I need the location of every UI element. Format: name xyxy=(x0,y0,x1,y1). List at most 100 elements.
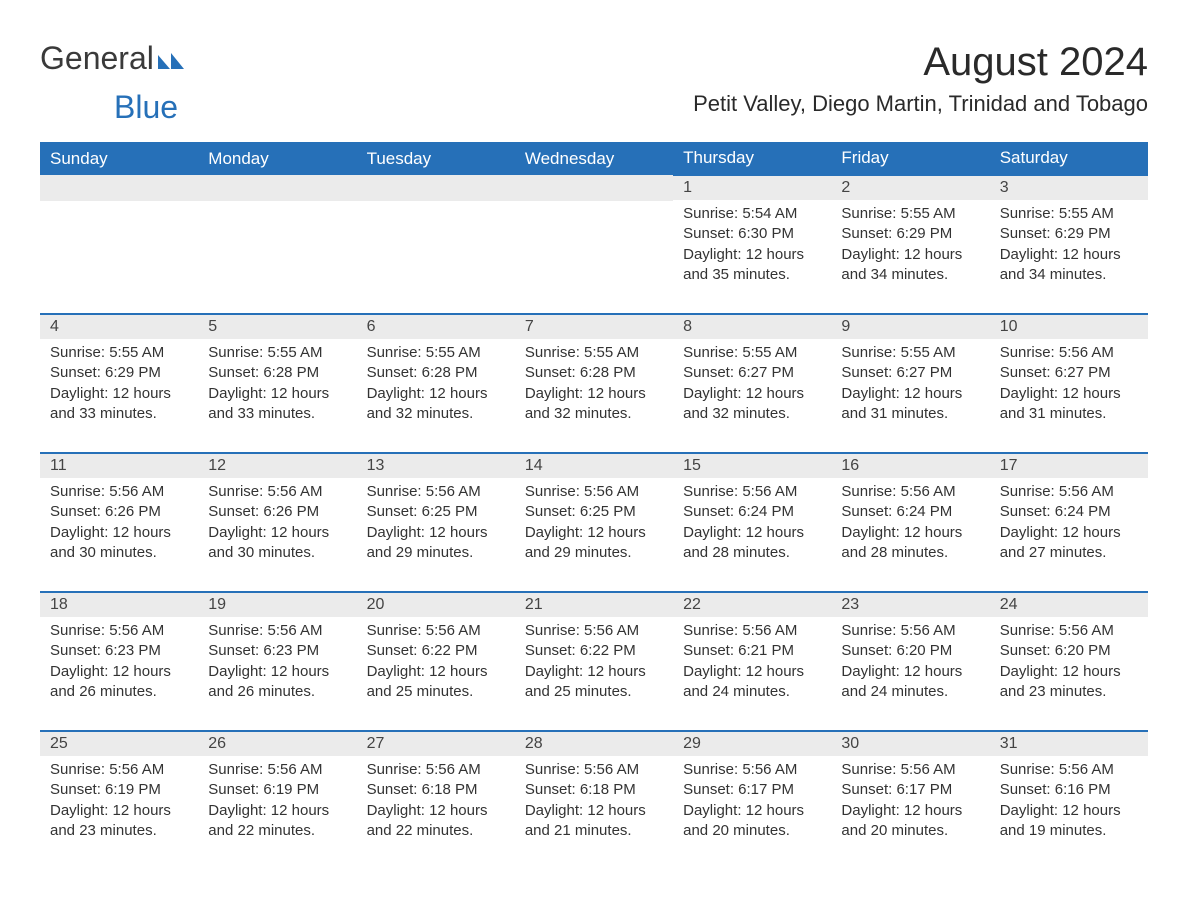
day-content: Sunrise: 5:56 AMSunset: 6:17 PMDaylight:… xyxy=(673,756,831,869)
sunrise-text: Sunrise: 5:56 AM xyxy=(50,621,188,641)
sunrise-text: Sunrise: 5:56 AM xyxy=(1000,343,1138,363)
daylight-text: Daylight: 12 hours and 29 minutes. xyxy=(367,523,505,564)
day-number: 11 xyxy=(40,454,198,478)
day-number: 27 xyxy=(357,732,515,756)
weekday-header: Saturday xyxy=(990,142,1148,175)
day-content: Sunrise: 5:55 AMSunset: 6:28 PMDaylight:… xyxy=(198,339,356,452)
day-number: 14 xyxy=(515,454,673,478)
daylight-text: Daylight: 12 hours and 26 minutes. xyxy=(50,662,188,703)
day-number: 10 xyxy=(990,315,1148,339)
daylight-text: Daylight: 12 hours and 35 minutes. xyxy=(683,245,821,286)
empty-date-bar xyxy=(198,175,356,201)
sunrise-text: Sunrise: 5:56 AM xyxy=(683,760,821,780)
calendar-day-cell: 31Sunrise: 5:56 AMSunset: 6:16 PMDayligh… xyxy=(990,731,1148,869)
day-content: Sunrise: 5:56 AMSunset: 6:26 PMDaylight:… xyxy=(40,478,198,591)
sunrise-text: Sunrise: 5:56 AM xyxy=(525,760,663,780)
sunset-text: Sunset: 6:25 PM xyxy=(367,502,505,522)
sunset-text: Sunset: 6:22 PM xyxy=(525,641,663,661)
day-content: Sunrise: 5:56 AMSunset: 6:24 PMDaylight:… xyxy=(990,478,1148,591)
daylight-text: Daylight: 12 hours and 33 minutes. xyxy=(208,384,346,425)
day-content: Sunrise: 5:56 AMSunset: 6:16 PMDaylight:… xyxy=(990,756,1148,869)
sunset-text: Sunset: 6:27 PM xyxy=(841,363,979,383)
day-content: Sunrise: 5:56 AMSunset: 6:27 PMDaylight:… xyxy=(990,339,1148,452)
sunset-text: Sunset: 6:17 PM xyxy=(841,780,979,800)
day-number: 16 xyxy=(831,454,989,478)
day-content: Sunrise: 5:56 AMSunset: 6:18 PMDaylight:… xyxy=(357,756,515,869)
day-content: Sunrise: 5:56 AMSunset: 6:23 PMDaylight:… xyxy=(40,617,198,730)
sunset-text: Sunset: 6:20 PM xyxy=(1000,641,1138,661)
sunrise-text: Sunrise: 5:56 AM xyxy=(1000,621,1138,641)
sunset-text: Sunset: 6:26 PM xyxy=(50,502,188,522)
sunset-text: Sunset: 6:28 PM xyxy=(525,363,663,383)
calendar-day-cell xyxy=(357,175,515,314)
calendar-day-cell: 1Sunrise: 5:54 AMSunset: 6:30 PMDaylight… xyxy=(673,175,831,314)
day-content: Sunrise: 5:55 AMSunset: 6:29 PMDaylight:… xyxy=(990,200,1148,313)
sunrise-text: Sunrise: 5:55 AM xyxy=(841,343,979,363)
sunset-text: Sunset: 6:18 PM xyxy=(367,780,505,800)
calendar-week-row: 25 Sunrise: 5:56 AM Sunset: 6:19 PM Dayligh… xyxy=(40,731,1148,869)
calendar-day-cell: 28Sunrise: 5:56 AMSunset: 6:18 PMDayligh… xyxy=(515,731,673,869)
daylight-text: Daylight: 12 hours and 32 minutes. xyxy=(683,384,821,425)
sunset-text: Sunset: 6:19 PM xyxy=(208,780,346,800)
month-title: August 2024 xyxy=(693,40,1148,85)
sunset-text: Sunset: 6:28 PM xyxy=(208,363,346,383)
calendar-day-cell: 24Sunrise: 5:56 AMSunset: 6:20 PMDayligh… xyxy=(990,592,1148,731)
sunrise-text: Sunrise: 5:55 AM xyxy=(1000,204,1138,224)
day-content: Sunrise: 5:56 AMSunset: 6:20 PMDaylight:… xyxy=(990,617,1148,730)
sunset-text: Sunset: 6:29 PM xyxy=(1000,224,1138,244)
day-content: Sunrise: 5:56 AMSunset: 6:25 PMDaylight:… xyxy=(357,478,515,591)
logo: General xyxy=(40,40,184,77)
day-number: 12 xyxy=(198,454,356,478)
logo-text-general: General xyxy=(40,40,154,77)
sunrise-text: Sunrise: 5:56 AM xyxy=(367,621,505,641)
calendar-day-cell: 23Sunrise: 5:56 AMSunset: 6:20 PMDayligh… xyxy=(831,592,989,731)
day-number: 3 xyxy=(990,176,1148,200)
daylight-text: Daylight: 12 hours and 23 minutes. xyxy=(1000,662,1138,703)
daylight-text: Daylight: 12 hours and 29 minutes. xyxy=(525,523,663,564)
calendar-day-cell: 10Sunrise: 5:56 AMSunset: 6:27 PMDayligh… xyxy=(990,314,1148,453)
calendar-day-cell: 26Sunrise: 5:56 AMSunset: 6:19 PMDayligh… xyxy=(198,731,356,869)
day-number: 23 xyxy=(831,593,989,617)
day-content: Sunrise: 5:54 AMSunset: 6:30 PMDaylight:… xyxy=(673,200,831,313)
logo-blue-text: Blue xyxy=(112,89,1188,126)
day-content: Sunrise: 5:55 AMSunset: 6:27 PMDaylight:… xyxy=(673,339,831,452)
logo-flag-icon xyxy=(158,40,184,77)
sunrise-text: Sunrise: 5:56 AM xyxy=(50,482,188,502)
sunset-text: Sunset: 6:25 PM xyxy=(525,502,663,522)
calendar-day-cell: 14Sunrise: 5:56 AMSunset: 6:25 PMDayligh… xyxy=(515,453,673,592)
calendar-day-cell: 2Sunrise: 5:55 AMSunset: 6:29 PMDaylight… xyxy=(831,175,989,314)
daylight-text: Daylight: 12 hours and 26 minutes. xyxy=(208,662,346,703)
daylight-text: Daylight: 12 hours and 31 minutes. xyxy=(1000,384,1138,425)
sunrise-text: Sunrise: 5:56 AM xyxy=(50,760,188,780)
sunset-text: Sunset: 6:26 PM xyxy=(208,502,346,522)
empty-date-bar xyxy=(40,175,198,201)
empty-content xyxy=(357,201,515,291)
day-number: 2 xyxy=(831,176,989,200)
calendar-day-cell: 7Sunrise: 5:55 AMSunset: 6:28 PMDaylight… xyxy=(515,314,673,453)
daylight-text: Daylight: 12 hours and 32 minutes. xyxy=(367,384,505,425)
day-number: 5 xyxy=(198,315,356,339)
daylight-text: Daylight: 12 hours and 25 minutes. xyxy=(367,662,505,703)
day-content: Sunrise: 5:55 AMSunset: 6:28 PMDaylight:… xyxy=(357,339,515,452)
day-number: 31 xyxy=(990,732,1148,756)
daylight-text: Daylight: 12 hours and 34 minutes. xyxy=(841,245,979,286)
sunrise-text: Sunrise: 5:56 AM xyxy=(841,760,979,780)
sunset-text: Sunset: 6:24 PM xyxy=(1000,502,1138,522)
calendar-day-cell: 12Sunrise: 5:56 AMSunset: 6:26 PMDayligh… xyxy=(198,453,356,592)
empty-date-bar xyxy=(357,175,515,201)
daylight-text: Daylight: 12 hours and 20 minutes. xyxy=(683,801,821,842)
weekday-header-row: Sunday Monday Tuesday Wednesday Thursday… xyxy=(40,142,1148,175)
weekday-header: Monday xyxy=(198,142,356,175)
calendar-day-cell: 20Sunrise: 5:56 AMSunset: 6:22 PMDayligh… xyxy=(357,592,515,731)
calendar-week-row: 1Sunrise: 5:54 AMSunset: 6:30 PMDaylight… xyxy=(40,175,1148,314)
calendar-day-cell: 11Sunrise: 5:56 AMSunset: 6:26 PMDayligh… xyxy=(40,453,198,592)
day-content: Sunrise: 5:55 AMSunset: 6:28 PMDaylight:… xyxy=(515,339,673,452)
sunrise-text: Sunrise: 5:56 AM xyxy=(208,482,346,502)
day-number: 9 xyxy=(831,315,989,339)
daylight-text: Daylight: 12 hours and 22 minutes. xyxy=(367,801,505,842)
day-number: 25 xyxy=(40,732,198,756)
day-number: 26 xyxy=(198,732,356,756)
empty-content xyxy=(40,201,198,291)
day-number: 8 xyxy=(673,315,831,339)
calendar-week-row: 18Sunrise: 5:56 AMSunset: 6:23 PMDayligh… xyxy=(40,592,1148,731)
